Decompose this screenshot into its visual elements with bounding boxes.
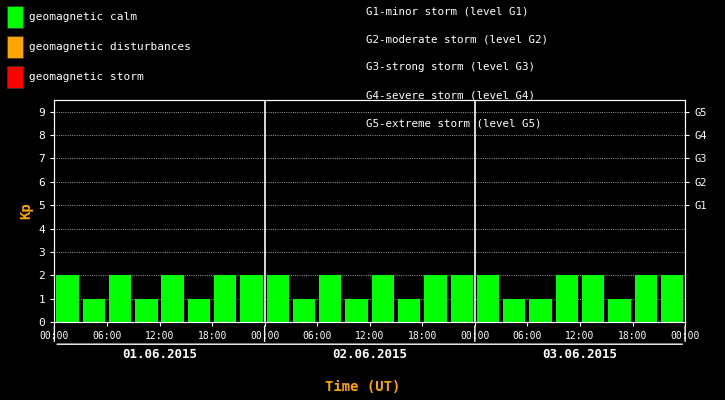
Bar bbox=[529, 299, 552, 322]
Text: geomagnetic disturbances: geomagnetic disturbances bbox=[29, 42, 191, 52]
Text: 01.06.2015: 01.06.2015 bbox=[122, 348, 197, 361]
Text: 03.06.2015: 03.06.2015 bbox=[542, 348, 618, 361]
Bar bbox=[135, 299, 157, 322]
Text: 02.06.2015: 02.06.2015 bbox=[332, 348, 407, 361]
Bar bbox=[582, 275, 605, 322]
Bar bbox=[345, 299, 368, 322]
Bar bbox=[83, 299, 105, 322]
Bar bbox=[319, 275, 341, 322]
Bar bbox=[555, 275, 578, 322]
Text: G5-extreme storm (level G5): G5-extreme storm (level G5) bbox=[366, 118, 542, 128]
Bar bbox=[293, 299, 315, 322]
Bar bbox=[188, 299, 210, 322]
Text: G3-strong storm (level G3): G3-strong storm (level G3) bbox=[366, 62, 535, 72]
Bar bbox=[608, 299, 631, 322]
Bar bbox=[450, 275, 473, 322]
Text: G1-minor storm (level G1): G1-minor storm (level G1) bbox=[366, 6, 529, 16]
Bar bbox=[660, 275, 683, 322]
Bar bbox=[214, 275, 236, 322]
Text: G4-severe storm (level G4): G4-severe storm (level G4) bbox=[366, 90, 535, 100]
Bar bbox=[398, 299, 420, 322]
Bar bbox=[477, 275, 500, 322]
Text: geomagnetic calm: geomagnetic calm bbox=[29, 12, 137, 22]
Y-axis label: Kp: Kp bbox=[19, 203, 33, 219]
Bar bbox=[634, 275, 657, 322]
Text: G2-moderate storm (level G2): G2-moderate storm (level G2) bbox=[366, 34, 548, 44]
Bar bbox=[267, 275, 289, 322]
Bar bbox=[162, 275, 184, 322]
Bar bbox=[57, 275, 79, 322]
Bar bbox=[503, 299, 526, 322]
Text: Time (UT): Time (UT) bbox=[325, 380, 400, 394]
Text: geomagnetic storm: geomagnetic storm bbox=[29, 72, 144, 82]
Bar bbox=[424, 275, 447, 322]
Bar bbox=[372, 275, 394, 322]
Bar bbox=[109, 275, 131, 322]
Bar bbox=[240, 275, 262, 322]
